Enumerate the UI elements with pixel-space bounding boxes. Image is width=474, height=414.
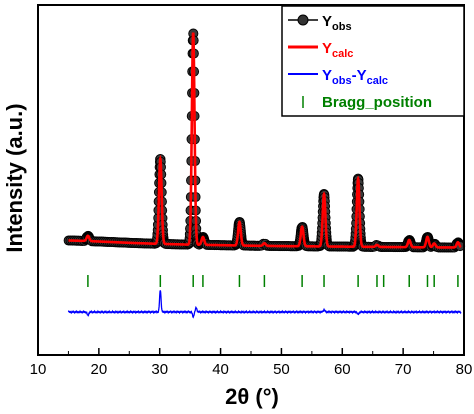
legend-label-diff-main: Y <box>322 67 332 84</box>
x-tick-label: 70 <box>395 361 412 378</box>
x-axis: 10 20 30 40 50 60 70 80 <box>30 348 473 378</box>
x-tick-label: 80 <box>456 361 473 378</box>
x-tick-label: 20 <box>91 361 108 378</box>
y-axis-label: Intensity (a.u.) <box>2 103 27 252</box>
legend-label-obs-sub: obs <box>332 21 352 33</box>
series-calculated <box>68 32 462 249</box>
legend: Yobs Ycalc Yobs-Ycalc Bragg_position <box>281 5 465 117</box>
series-difference <box>67 290 462 319</box>
legend-marker-obs <box>297 14 309 26</box>
legend-label-calc-main: Y <box>322 40 332 57</box>
legend-label-calc: Ycalc <box>322 40 353 60</box>
series-bragg <box>87 275 459 287</box>
plot-area <box>63 28 466 319</box>
x-tick-label: 40 <box>212 361 229 378</box>
legend-label-diff-sub2: calc <box>367 75 388 87</box>
legend-label-calc-sub: calc <box>332 48 353 60</box>
x-tick-label: 60 <box>334 361 351 378</box>
legend-box <box>281 5 465 117</box>
legend-label-obs: Yobs <box>322 13 352 33</box>
x-tick-label: 10 <box>30 361 47 378</box>
legend-label-diff-sub: obs <box>332 75 352 87</box>
legend-label-diff: Yobs-Ycalc <box>322 67 388 87</box>
x-tick-label: 30 <box>151 361 168 378</box>
x-tick-label: 50 <box>273 361 290 378</box>
legend-label-obs-main: Y <box>322 13 332 30</box>
x-axis-label: 2θ (°) <box>225 384 279 409</box>
legend-label-bragg: Bragg_position <box>322 94 432 111</box>
legend-label-diff-mid: -Y <box>352 67 367 84</box>
